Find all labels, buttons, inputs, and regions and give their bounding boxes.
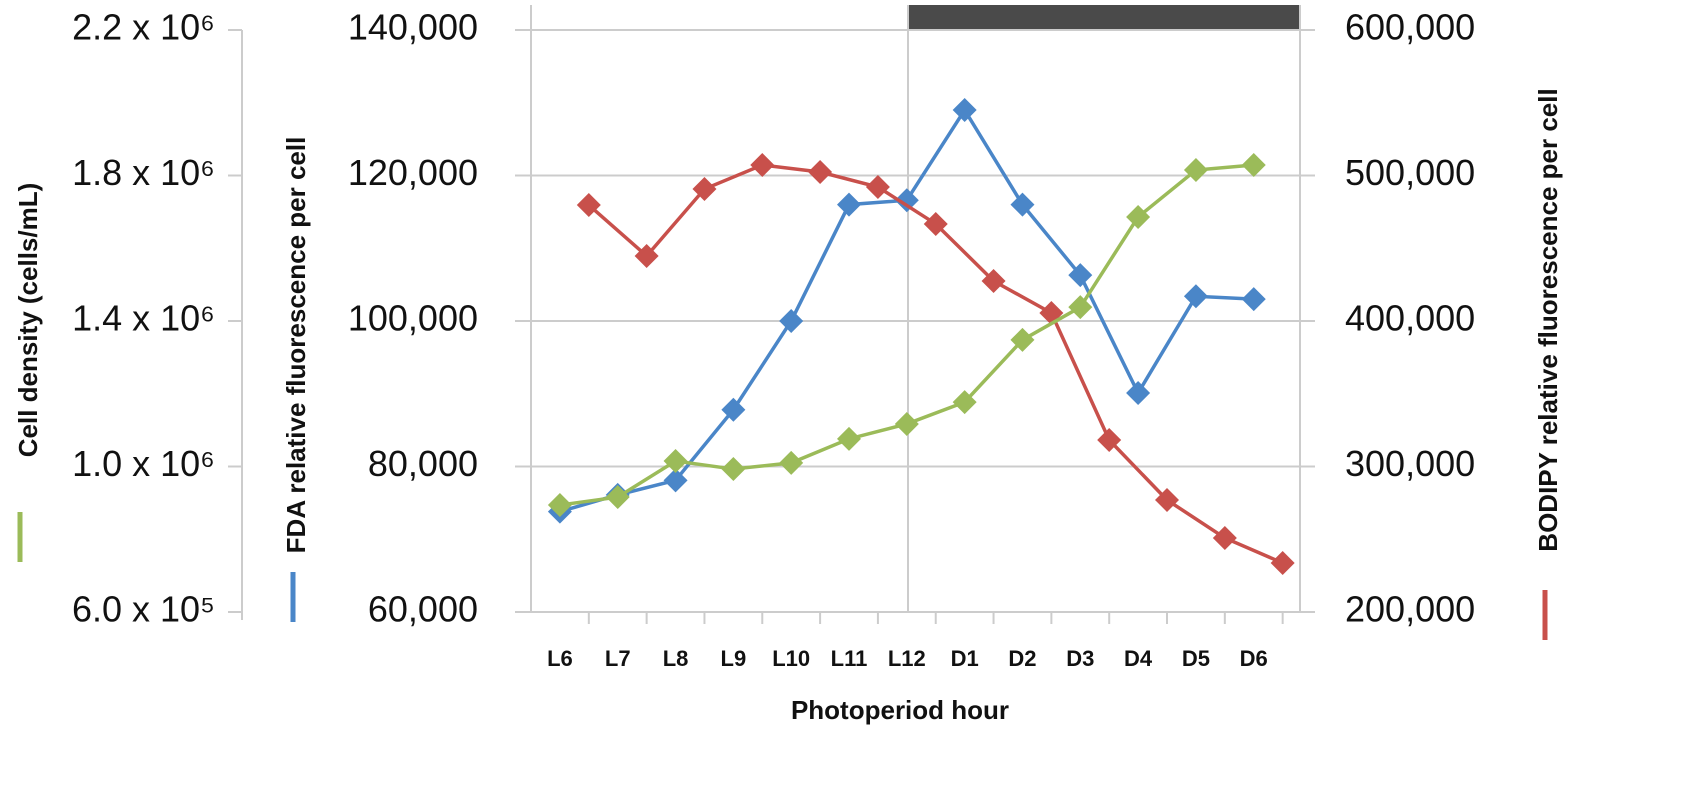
marker xyxy=(1068,263,1093,288)
x-tick-label: D1 xyxy=(951,646,979,671)
y-tick-label: 100,000 xyxy=(348,298,478,339)
marker xyxy=(779,309,804,333)
marker xyxy=(547,493,572,518)
x-tick-label: L9 xyxy=(721,646,747,671)
y2-axis-title: BODIPY relative fluorescence per cell xyxy=(1533,88,1563,551)
x-axis-title: Photoperiod hour xyxy=(791,695,1009,725)
y-axis-title: FDA relative fluorescence per cell xyxy=(281,137,311,554)
marker xyxy=(1010,327,1035,352)
y2-tick-label: 400,000 xyxy=(1345,298,1475,339)
marker xyxy=(837,192,862,217)
x-tick-label: L6 xyxy=(547,646,573,671)
dark-period-bar xyxy=(908,5,1300,30)
x-tick-label: D2 xyxy=(1008,646,1036,671)
marker xyxy=(1212,525,1237,550)
marker xyxy=(923,211,948,236)
x-tick-label: L11 xyxy=(831,646,868,671)
marker xyxy=(663,449,688,474)
marker xyxy=(1068,295,1093,320)
y2-tick-label: 600,000 xyxy=(1345,7,1475,48)
y2-tick-label: 300,000 xyxy=(1345,443,1475,484)
marker xyxy=(808,160,833,185)
marker xyxy=(952,98,977,123)
marker xyxy=(605,485,630,510)
x-tick-label: D3 xyxy=(1066,646,1094,671)
y-tick-label: 140,000 xyxy=(348,7,478,48)
marker xyxy=(1126,381,1151,406)
y3-tick-label: 1.8 x 10⁶ xyxy=(72,152,215,193)
marker xyxy=(1183,284,1208,309)
series-line xyxy=(559,163,1254,507)
marker xyxy=(837,426,862,451)
y3-tick-label: 1.4 x 10⁶ xyxy=(72,298,215,339)
x-tick-label: D5 xyxy=(1182,646,1210,671)
marker xyxy=(1126,204,1151,229)
marker xyxy=(721,457,746,482)
x-tick-label: L12 xyxy=(888,646,926,671)
marker xyxy=(894,411,919,436)
marker xyxy=(721,397,746,422)
marker xyxy=(1270,550,1295,575)
x-tick-label: D4 xyxy=(1124,646,1153,671)
marker xyxy=(981,268,1006,293)
series-line xyxy=(559,106,1254,514)
marker xyxy=(1183,158,1208,183)
marker xyxy=(750,153,775,178)
marker xyxy=(1241,152,1266,177)
y3-axis-title: Cell density (cells/mL) xyxy=(13,183,43,458)
y3-tick-label: 6.0 x 10⁵ xyxy=(72,589,215,630)
marker xyxy=(779,450,804,475)
x-tick-label: L7 xyxy=(605,646,631,671)
marker xyxy=(1241,287,1266,312)
marker xyxy=(894,188,919,213)
y-tick-label: 120,000 xyxy=(348,152,478,193)
marker xyxy=(865,174,890,199)
y2-tick-label: 200,000 xyxy=(1345,589,1475,630)
y3-tick-label: 1.0 x 10⁶ xyxy=(72,443,215,484)
y-tick-label: 60,000 xyxy=(368,589,478,630)
y2-tick-label: 500,000 xyxy=(1345,152,1475,193)
marker xyxy=(663,468,688,493)
marker xyxy=(1010,192,1035,217)
marker xyxy=(576,193,601,218)
x-tick-label: L8 xyxy=(663,646,689,671)
x-tick-label: D6 xyxy=(1240,646,1268,671)
marker xyxy=(692,177,717,202)
x-tick-label: L10 xyxy=(772,646,810,671)
marker xyxy=(1097,428,1122,453)
y-tick-label: 80,000 xyxy=(368,443,478,484)
marker xyxy=(1155,487,1180,512)
y3-tick-label: 2.2 x 10⁶ xyxy=(72,7,215,48)
marker xyxy=(952,390,977,415)
marker xyxy=(634,243,659,268)
